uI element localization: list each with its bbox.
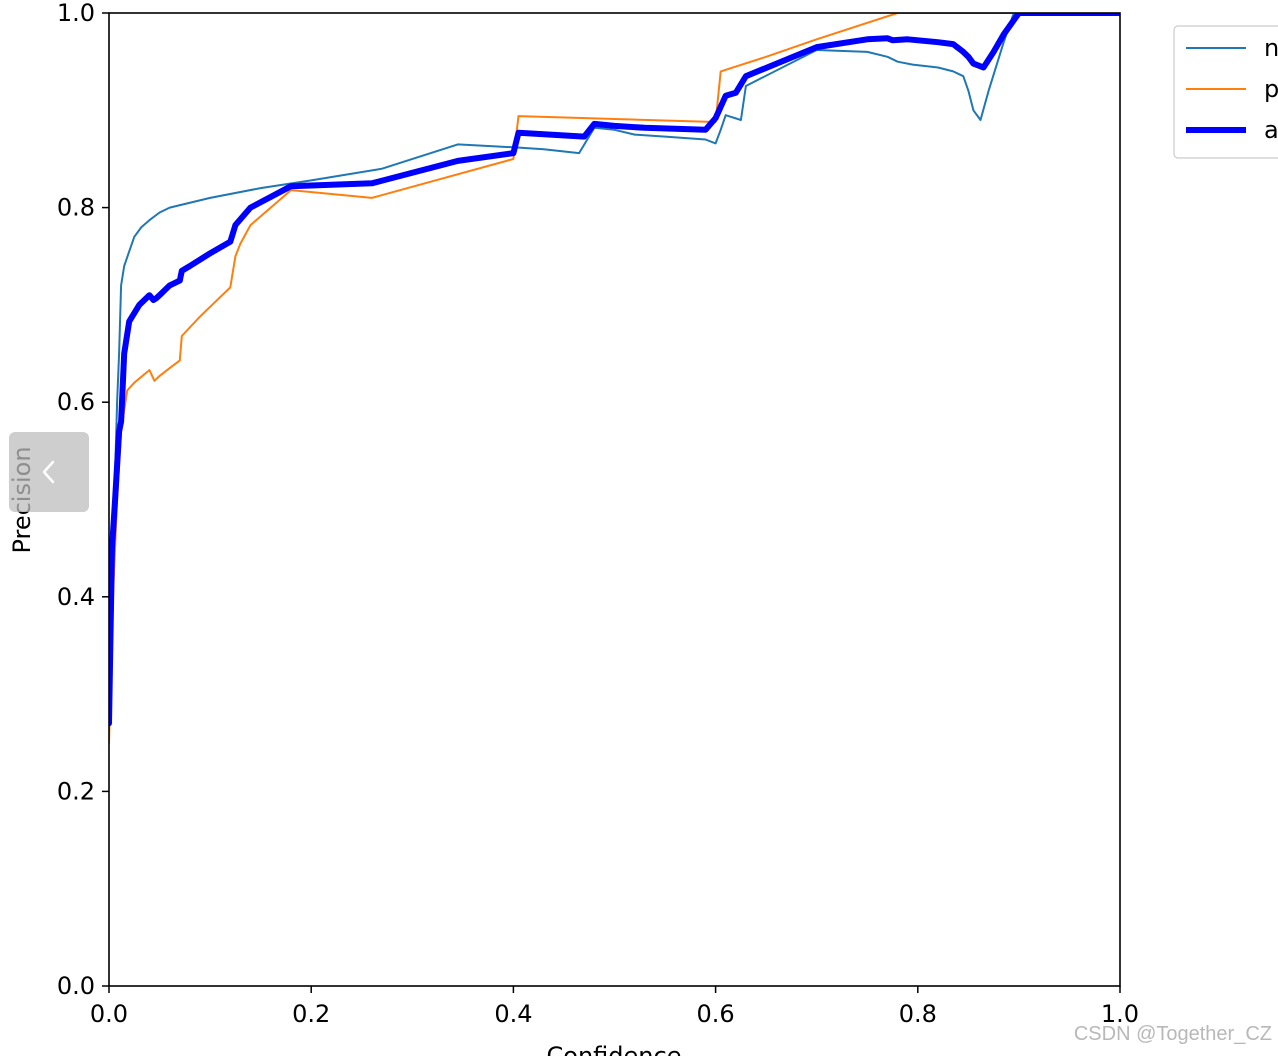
x-tick-label: 0.0 <box>90 1000 128 1028</box>
y-tick-label: 0.4 <box>57 583 95 611</box>
legend: npa <box>1173 25 1278 159</box>
watermark: CSDN @Together_CZ <box>1073 1023 1272 1045</box>
x-tick-label: 0.6 <box>697 1000 735 1028</box>
x-axis: 0.0 0.2 0.4 0.6 0.8 1.0 <box>90 986 1139 1028</box>
legend-label-a: a <box>1264 116 1278 144</box>
legend-items: npa <box>1186 34 1278 144</box>
y-axis: 0.0 0.2 0.4 0.6 0.8 1.0 <box>57 0 109 1000</box>
series-line-n <box>109 13 1120 725</box>
legend-label-n: n <box>1264 34 1278 62</box>
y-tick-label: 0.6 <box>57 388 95 416</box>
legend-box <box>1173 25 1278 159</box>
x-tick-label: 0.4 <box>494 1000 532 1028</box>
collapse-sidebar-button[interactable] <box>9 432 89 512</box>
series-line-p <box>109 13 1120 744</box>
y-tick-label: 0.8 <box>57 194 95 222</box>
x-axis-label: Confidence <box>547 1042 682 1056</box>
series-layer <box>109 13 1120 744</box>
series-line-a <box>109 13 1120 727</box>
x-tick-label: 0.8 <box>899 1000 937 1028</box>
x-tick-label: 0.2 <box>292 1000 330 1028</box>
y-tick-label: 0.0 <box>57 972 95 1000</box>
legend-label-p: p <box>1264 75 1278 103</box>
y-tick-label: 1.0 <box>57 0 95 27</box>
y-tick-label: 0.2 <box>57 777 95 805</box>
plot-frame <box>108 12 1121 987</box>
chevron-left-icon <box>42 460 55 484</box>
x-tick-label: 1.0 <box>1101 1000 1139 1028</box>
